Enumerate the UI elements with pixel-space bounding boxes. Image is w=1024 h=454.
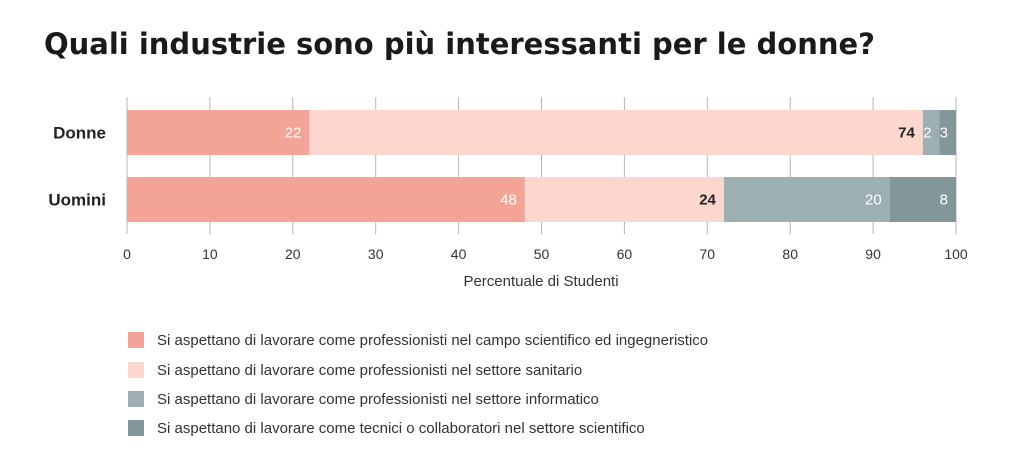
chart-title: Quali industrie sono più interessanti pe… — [44, 27, 875, 61]
x-tick-label: 40 — [451, 246, 467, 262]
x-tick-label: 70 — [700, 246, 716, 262]
data-label: 22 — [285, 125, 302, 142]
x-axis-title: Percentuale di Studenti — [463, 273, 618, 290]
x-tick-labels: 0 10 20 30 40 50 60 70 80 90 100 — [123, 246, 968, 262]
bar-segment — [939, 110, 956, 155]
legend-swatch — [128, 420, 144, 436]
legend-swatch — [128, 332, 144, 348]
legend: Si aspettano di lavorare come profession… — [128, 332, 708, 437]
legend-swatch — [128, 362, 144, 378]
x-tick-label: 60 — [617, 246, 633, 262]
bar-segment — [889, 177, 956, 222]
bars-group: 22 74 2 3 48 24 20 8 — [127, 110, 956, 222]
x-tick-label: 80 — [782, 246, 798, 262]
bar-segment — [127, 110, 310, 155]
bar-segment — [723, 177, 890, 222]
x-tick-label: 20 — [285, 246, 301, 262]
bar-segment — [922, 110, 940, 155]
legend-label: Si aspettano di lavorare come tecnici o … — [157, 420, 645, 437]
bar-segment — [524, 177, 724, 222]
legend-label: Si aspettano di lavorare come profession… — [157, 332, 708, 349]
bar-segment — [127, 177, 525, 222]
data-label: 20 — [865, 192, 882, 209]
data-label: 2 — [923, 125, 931, 142]
data-label: 8 — [940, 192, 948, 209]
x-tick-label: 50 — [534, 246, 550, 262]
bar-segment — [309, 110, 923, 155]
x-tick-label: 90 — [865, 246, 881, 262]
x-tick-label: 0 — [123, 246, 131, 262]
x-tick-label: 100 — [944, 246, 968, 262]
x-tick-label: 10 — [202, 246, 218, 262]
data-label: 48 — [500, 192, 517, 209]
category-label: Uomini — [48, 191, 106, 210]
data-label: 74 — [898, 125, 915, 142]
category-label: Donne — [53, 124, 106, 143]
x-tick-label: 30 — [368, 246, 384, 262]
legend-label: Si aspettano di lavorare come profession… — [157, 362, 582, 379]
legend-label: Si aspettano di lavorare come profession… — [157, 391, 599, 408]
legend-swatch — [128, 391, 144, 407]
data-label: 3 — [940, 125, 948, 142]
category-labels: Donne Uomini — [48, 124, 106, 210]
data-label: 24 — [699, 192, 716, 209]
